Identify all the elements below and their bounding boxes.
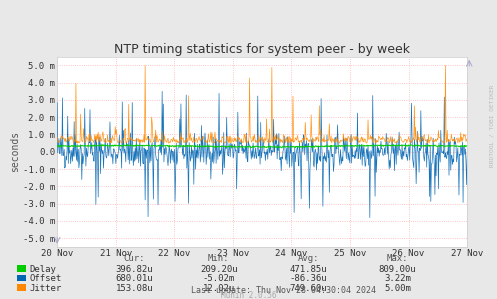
Text: 5.00m: 5.00m	[384, 284, 411, 293]
Text: 471.85u: 471.85u	[289, 265, 327, 274]
Text: Min:: Min:	[208, 254, 230, 263]
Text: 209.20u: 209.20u	[200, 265, 238, 274]
Text: 680.01u: 680.01u	[115, 274, 153, 283]
Text: Cur:: Cur:	[123, 254, 145, 263]
Text: -86.36u: -86.36u	[289, 274, 327, 283]
Text: RRDTOOL / TOBI OETIKER: RRDTOOL / TOBI OETIKER	[490, 84, 495, 167]
Title: NTP timing statistics for system peer - by week: NTP timing statistics for system peer - …	[114, 43, 410, 56]
Text: Jitter: Jitter	[30, 284, 62, 293]
Text: 12.02u: 12.02u	[203, 284, 235, 293]
Text: Avg:: Avg:	[297, 254, 319, 263]
Text: 153.08u: 153.08u	[115, 284, 153, 293]
Text: Munin 2.0.56: Munin 2.0.56	[221, 292, 276, 299]
Text: Last update: Thu Nov 28 04:30:04 2024: Last update: Thu Nov 28 04:30:04 2024	[191, 286, 376, 295]
Text: 749.60u: 749.60u	[289, 284, 327, 293]
Text: Max:: Max:	[387, 254, 409, 263]
Text: 809.00u: 809.00u	[379, 265, 416, 274]
Text: 3.22m: 3.22m	[384, 274, 411, 283]
Text: -5.02m: -5.02m	[203, 274, 235, 283]
Text: Offset: Offset	[30, 274, 62, 283]
Y-axis label: seconds: seconds	[10, 131, 20, 172]
Text: 396.82u: 396.82u	[115, 265, 153, 274]
Text: Delay: Delay	[30, 265, 57, 274]
